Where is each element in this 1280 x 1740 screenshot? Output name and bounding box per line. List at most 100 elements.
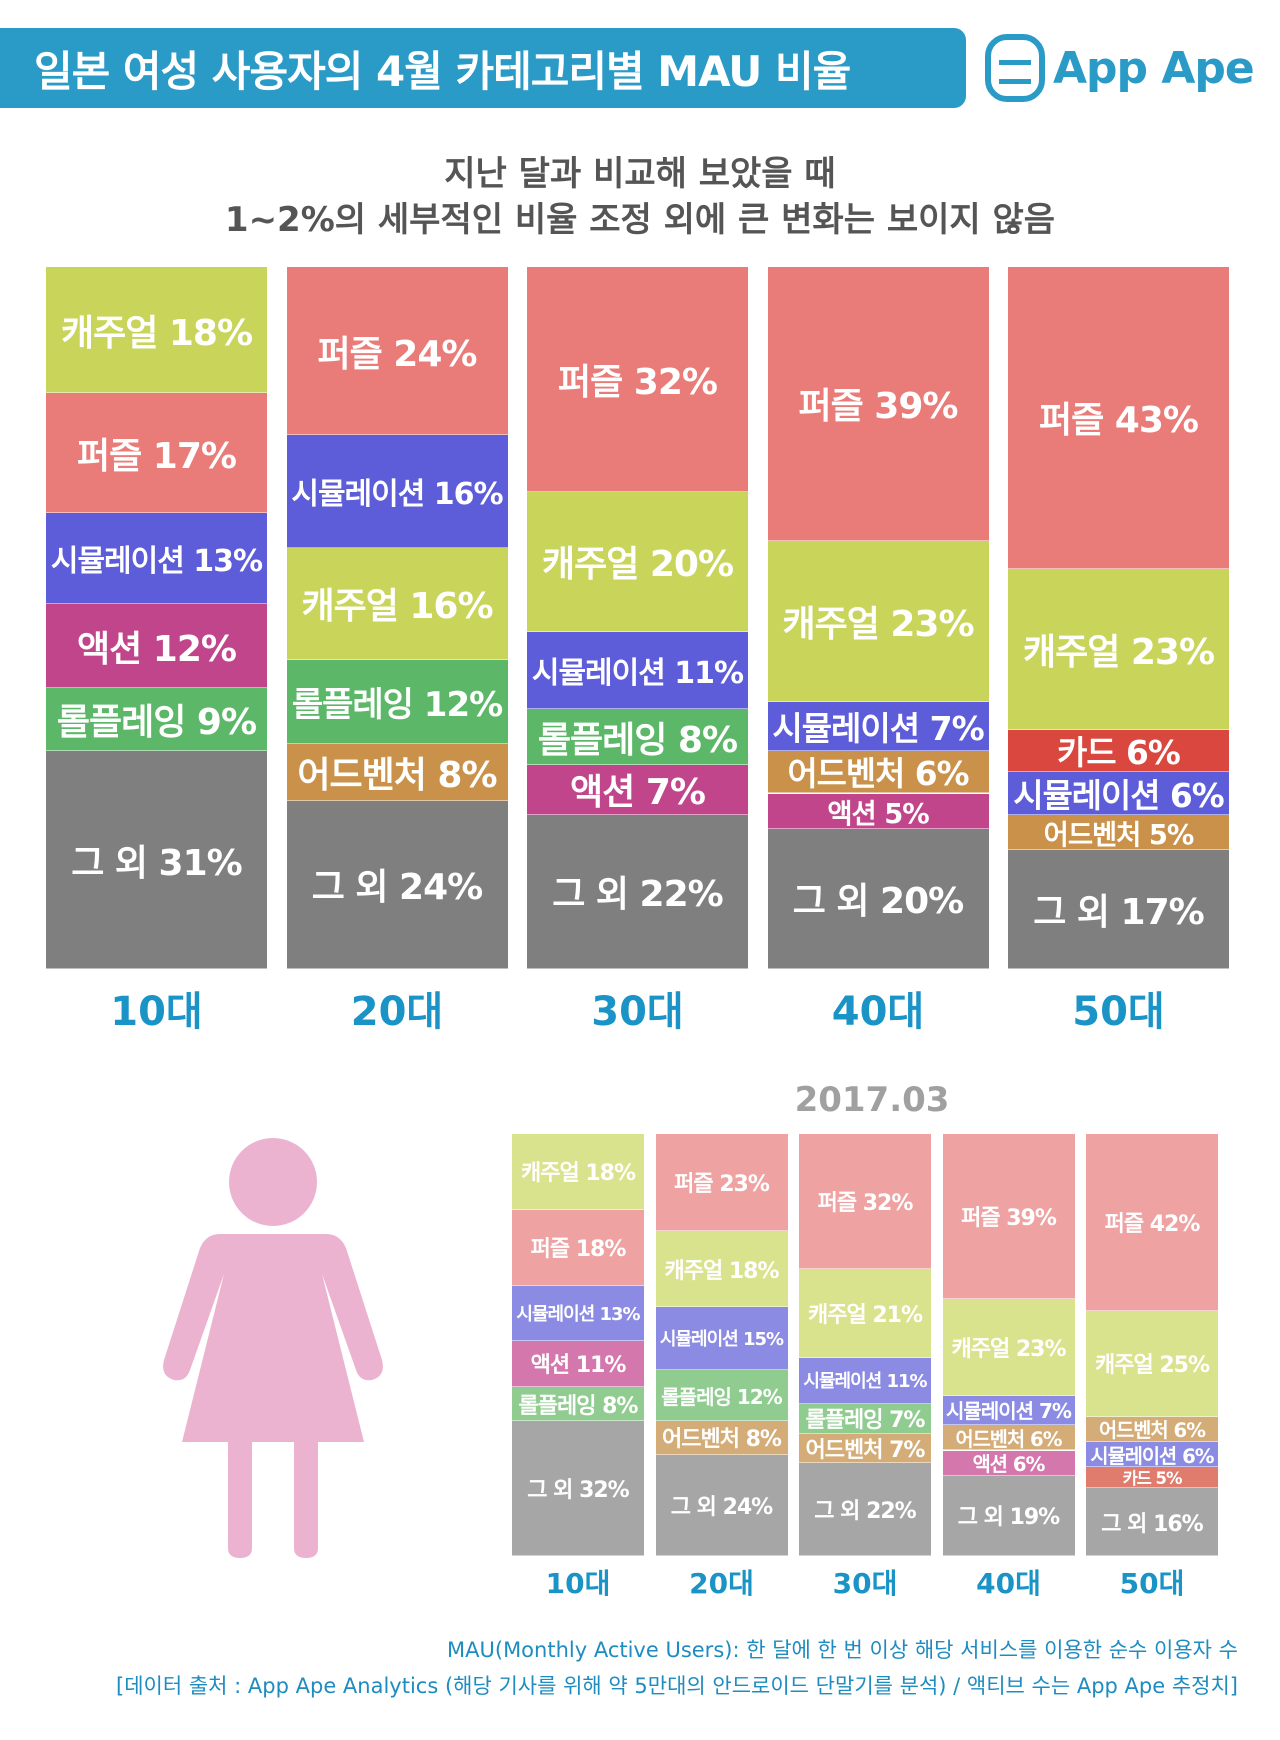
segment-label: 캐주얼 21% bbox=[807, 1302, 923, 1328]
age-group-label: 40대 bbox=[831, 989, 925, 1035]
segment-label: 시뮬레이션 11% bbox=[531, 656, 744, 692]
stacked-bar-20대: 퍼즐 24% 시뮬레이션 16% 캐주얼 16% 롤플레잉 12% 어드벤처 8% 그 외… bbox=[286, 267, 508, 969]
bar-segment: 시뮬레이션 16% bbox=[286, 435, 508, 548]
segment-label: 액션 11% bbox=[530, 1353, 627, 1379]
bar-segment: 어드벤처 8% bbox=[655, 1420, 788, 1455]
bar-segment: 카드 5% bbox=[1086, 1467, 1218, 1489]
stacked-bar-20대: 퍼즐 23% 캐주얼 18% 시뮬레이션 15% 롤플레잉 12% 어드벤처 8% 그 외… bbox=[655, 1134, 788, 1556]
bar-segment: 롤플레잉 12% bbox=[286, 660, 508, 745]
segment-label: 퍼즐 43% bbox=[1039, 400, 1199, 442]
age-group-label: 30대 bbox=[591, 989, 684, 1035]
segment-label: 캐주얼 25% bbox=[1094, 1353, 1210, 1379]
segment-label: 퍼즐 23% bbox=[674, 1172, 770, 1198]
age-group-label: 50대 bbox=[1119, 1567, 1185, 1600]
segment-label: 롤플레잉 12% bbox=[661, 1384, 782, 1409]
bar-segment: 시뮬레이션 13% bbox=[46, 512, 267, 604]
segment-label: 시뮬레이션 13% bbox=[50, 543, 263, 579]
segment-label: 그 외 22% bbox=[552, 874, 723, 916]
subtitle-line-1: 지난 달과 비교해 보았을 때 bbox=[444, 154, 836, 194]
segment-label: 퍼즐 17% bbox=[77, 435, 237, 477]
bar-segment: 시뮬레이션 6% bbox=[1086, 1442, 1218, 1468]
segment-label: 롤플레잉 8% bbox=[518, 1393, 639, 1419]
age-group-label: 20대 bbox=[350, 989, 444, 1035]
segment-label: 그 외 22% bbox=[814, 1499, 916, 1525]
bar-segment: 퍼즐 18% bbox=[512, 1209, 644, 1286]
stacked-bar-50대: 퍼즐 42% 캐주얼 25% 어드벤처 6% 시뮬레이션 6% 카드 5% 그 외 16% bbox=[1086, 1134, 1218, 1556]
stacked-bar-30대: 퍼즐 32% 캐주얼 21% 시뮬레이션 11% 롤플레잉 7% 어드벤처 7% 그 외 … bbox=[799, 1134, 931, 1556]
bar-segment: 시뮬레이션 15% bbox=[655, 1307, 788, 1371]
app-ape-logo: App Ape bbox=[985, 32, 1255, 104]
segment-label: 캐주얼 23% bbox=[782, 603, 974, 645]
page-title-banner: 일본 여성 사용자의 4월 카테고리별 MAU 비율 bbox=[0, 28, 966, 108]
segment-label: 롤플레잉 9% bbox=[56, 702, 257, 744]
bar-segment: 시뮬레이션 11% bbox=[799, 1357, 931, 1405]
bar-segment: 그 외 32% bbox=[512, 1420, 644, 1556]
segment-label: 퍼즐 18% bbox=[530, 1237, 627, 1263]
bar-segment: 그 외 22% bbox=[527, 814, 748, 969]
segment-label: 어드벤처 8% bbox=[662, 1427, 782, 1453]
segment-label: 캐주얼 16% bbox=[301, 586, 493, 628]
segment-label: 롤플레잉 7% bbox=[805, 1408, 926, 1434]
bar-segment: 그 외 24% bbox=[286, 800, 508, 969]
segment-label: 카드 6% bbox=[1057, 734, 1181, 773]
segment-label: 액션 12% bbox=[77, 628, 237, 670]
bar-segment: 캐주얼 18% bbox=[46, 267, 267, 394]
bar-segment: 퍼즐 32% bbox=[799, 1134, 931, 1270]
bar-segment: 어드벤처 8% bbox=[286, 744, 508, 801]
bar-segment: 액션 7% bbox=[527, 765, 748, 815]
bar-segment: 액션 12% bbox=[46, 603, 267, 689]
bar-segment: 시뮬레이션 13% bbox=[512, 1285, 644, 1341]
stacked-bar-10대: 캐주얼 18% 퍼즐 17% 시뮬레이션 13% 액션 12% 롤플레잉 9% 그 외 3… bbox=[46, 267, 267, 969]
bar-segment: 퍼즐 43% bbox=[1008, 267, 1229, 569]
segment-label: 시뮬레이션 11% bbox=[803, 1371, 927, 1393]
page-title: 일본 여성 사용자의 4월 카테고리별 MAU 비율 bbox=[34, 46, 851, 96]
stacked-bar-40대: 퍼즐 39% 캐주얼 23% 시뮬레이션 7% 어드벤처 6% 액션 6% 그 외 19% bbox=[942, 1134, 1075, 1556]
segment-label: 어드벤처 5% bbox=[1043, 819, 1195, 851]
bar-segment: 시뮬레이션 6% bbox=[1008, 772, 1229, 815]
bar-segment: 카드 6% bbox=[1008, 730, 1229, 773]
segment-label: 시뮬레이션 16% bbox=[291, 477, 503, 513]
stacked-bar-10대: 캐주얼 18% 퍼즐 18% 시뮬레이션 13% 액션 11% 롤플레잉 8% 그 외 3… bbox=[512, 1134, 644, 1556]
bar-segment: 시뮬레이션 11% bbox=[527, 632, 748, 710]
stacked-bar-30대: 퍼즐 32% 캐주얼 20% 시뮬레이션 11% 롤플레잉 8% 액션 7% 그 외 22… bbox=[527, 267, 748, 969]
bar-segment: 캐주얼 21% bbox=[799, 1269, 931, 1358]
segment-label: 퍼즐 42% bbox=[1104, 1212, 1201, 1238]
bar-segment: 캐주얼 16% bbox=[286, 547, 508, 661]
bar-segment: 캐주얼 23% bbox=[942, 1298, 1075, 1396]
bar-segment: 캐주얼 18% bbox=[512, 1134, 644, 1210]
logo-text: App Ape bbox=[1053, 42, 1255, 94]
segment-label: 시뮬레이션 7% bbox=[946, 1399, 1072, 1424]
segment-label: 액션 5% bbox=[827, 798, 929, 830]
segment-label: 액션 7% bbox=[570, 772, 706, 814]
segment-label: 캐주얼 23% bbox=[951, 1336, 1066, 1362]
segment-label: 그 외 24% bbox=[311, 867, 483, 909]
stacked-bar-40대: 퍼즐 39% 캐주얼 23% 시뮬레이션 7% 어드벤처 6% 액션 5% 그 외 20% bbox=[767, 267, 989, 969]
bar-segment: 어드벤처 6% bbox=[1086, 1416, 1218, 1443]
segment-label: 퍼즐 39% bbox=[961, 1205, 1057, 1231]
age-group-label: 10대 bbox=[545, 1567, 611, 1600]
footer-data-source: [데이터 출처 : App Ape Analytics (해당 기사를 위해 약… bbox=[116, 1674, 1238, 1698]
segment-label: 액션 6% bbox=[972, 1453, 1046, 1477]
segment-label: 그 외 16% bbox=[1101, 1511, 1203, 1537]
age-group-label: 50대 bbox=[1072, 989, 1165, 1035]
segment-label: 시뮬레이션 13% bbox=[516, 1303, 640, 1325]
bar-segment: 어드벤처 6% bbox=[767, 751, 989, 794]
segment-label: 어드벤처 6% bbox=[787, 755, 969, 794]
bar-segment: 캐주얼 23% bbox=[767, 540, 989, 703]
segment-label: 어드벤처 7% bbox=[805, 1437, 926, 1463]
ape-face-icon bbox=[985, 34, 1045, 102]
bar-segment: 그 외 22% bbox=[799, 1463, 931, 1556]
bar-segment: 그 외 31% bbox=[46, 751, 267, 969]
bar-segment: 시뮬레이션 7% bbox=[767, 702, 989, 752]
previous-chart-title: 2017.03 bbox=[794, 1080, 950, 1120]
segment-label: 어드벤처 6% bbox=[1099, 1419, 1206, 1443]
segment-label: 롤플레잉 12% bbox=[291, 685, 503, 726]
bar-segment: 퍼즐 23% bbox=[655, 1134, 788, 1232]
segment-label: 시뮬레이션 7% bbox=[772, 709, 984, 749]
bar-segment: 퍼즐 42% bbox=[1086, 1134, 1218, 1312]
bar-segment: 그 외 24% bbox=[655, 1454, 788, 1556]
bar-segment: 퍼즐 24% bbox=[286, 267, 508, 436]
segment-label: 카드 5% bbox=[1122, 1469, 1183, 1489]
segment-label: 그 외 19% bbox=[957, 1505, 1060, 1531]
age-group-label: 20대 bbox=[689, 1567, 754, 1600]
